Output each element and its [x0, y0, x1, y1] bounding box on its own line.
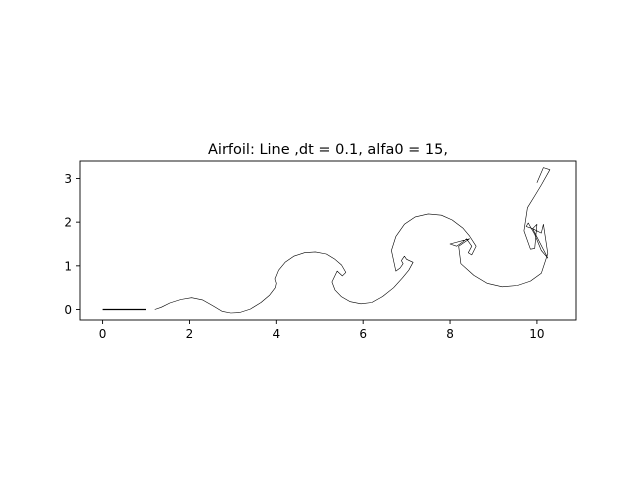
plot-series-group: [102, 167, 551, 314]
x-tick-label: 10: [529, 327, 544, 341]
series-line-1: [154, 167, 551, 314]
y-tick-label: 2: [64, 216, 72, 230]
x-axis-ticks: 0 2 4 6 8 10: [99, 320, 545, 341]
x-tick-label: 8: [446, 327, 454, 341]
y-tick-label: 1: [64, 259, 72, 273]
chart-title: Airfoil: Line ,dt = 0.1, alfa0 = 15,: [208, 142, 448, 158]
x-tick-label: 0: [99, 327, 107, 341]
y-tick-label: 3: [64, 172, 72, 186]
y-tick-label: 0: [64, 303, 72, 317]
plot-area-frame: [79, 160, 577, 321]
y-axis-ticks: 0 1 2 3: [64, 172, 80, 317]
x-tick-label: 4: [272, 327, 280, 341]
x-tick-label: 6: [359, 327, 367, 341]
x-tick-label: 2: [186, 327, 194, 341]
